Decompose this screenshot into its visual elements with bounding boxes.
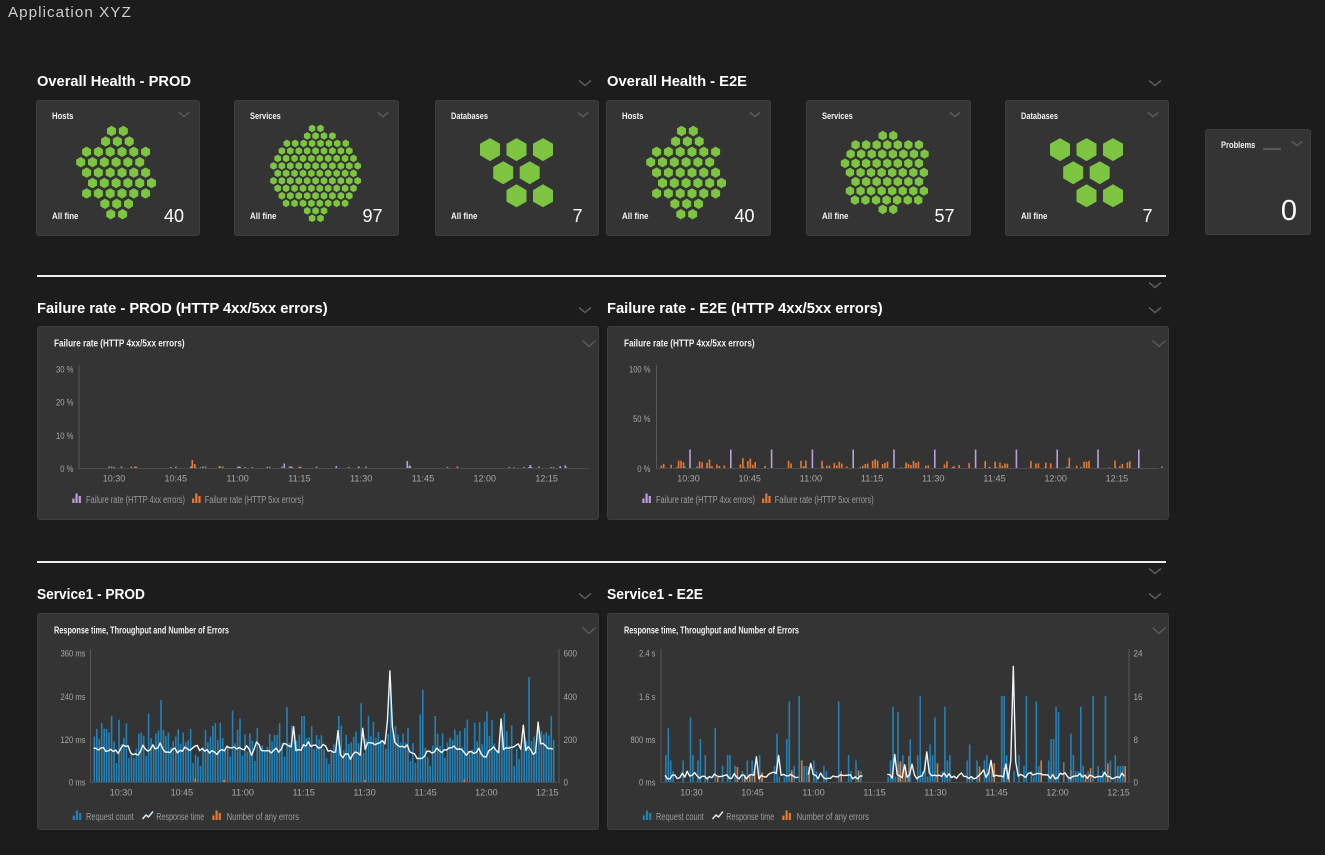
svg-text:10:30: 10:30 <box>677 474 700 485</box>
svg-text:Number of any errors: Number of any errors <box>796 812 868 823</box>
svg-text:0 %: 0 % <box>637 464 651 475</box>
svg-text:Response time: Response time <box>156 812 204 823</box>
svg-text:10:45: 10:45 <box>741 788 764 799</box>
svg-text:0 %: 0 % <box>60 464 74 475</box>
svg-text:360 ms: 360 ms <box>60 649 85 660</box>
svg-text:12:00: 12:00 <box>1044 474 1067 485</box>
svg-text:Request count: Request count <box>86 812 134 823</box>
svg-text:Response time, Throughput and: Response time, Throughput and Number of … <box>624 626 799 637</box>
svg-text:12:00: 12:00 <box>475 788 498 799</box>
svg-text:0: 0 <box>1133 778 1138 789</box>
svg-text:11:45: 11:45 <box>985 788 1008 799</box>
svg-text:Failure rate (HTTP 5xx errors): Failure rate (HTTP 5xx errors) <box>204 495 303 506</box>
svg-text:12:15: 12:15 <box>1107 788 1130 799</box>
svg-text:120 ms: 120 ms <box>60 735 85 746</box>
svg-text:11:15: 11:15 <box>288 474 311 485</box>
svg-text:Number of any errors: Number of any errors <box>226 812 298 823</box>
svg-text:240 ms: 240 ms <box>60 692 85 703</box>
svg-text:0 ms: 0 ms <box>69 778 86 789</box>
svg-text:11:45: 11:45 <box>983 474 1006 485</box>
svg-text:11:15: 11:15 <box>863 788 886 799</box>
svg-text:10:45: 10:45 <box>738 474 761 485</box>
svg-text:10:30: 10:30 <box>109 788 132 799</box>
svg-text:11:30: 11:30 <box>922 474 945 485</box>
svg-text:8: 8 <box>1133 735 1138 746</box>
svg-text:11:30: 11:30 <box>924 788 947 799</box>
svg-text:12:00: 12:00 <box>1046 788 1069 799</box>
svg-text:12:00: 12:00 <box>473 474 496 485</box>
svg-text:Response time: Response time <box>726 812 774 823</box>
svg-text:11:45: 11:45 <box>414 788 437 799</box>
svg-text:12:15: 12:15 <box>1105 474 1128 485</box>
svg-text:12:15: 12:15 <box>535 474 558 485</box>
svg-text:Failure rate (HTTP 4xx errors): Failure rate (HTTP 4xx errors) <box>656 495 755 506</box>
svg-text:10:45: 10:45 <box>164 474 187 485</box>
svg-text:400: 400 <box>563 692 577 703</box>
svg-text:100 %: 100 % <box>629 365 651 376</box>
svg-text:Failure rate (HTTP 4xx/5xx err: Failure rate (HTTP 4xx/5xx errors) <box>54 339 185 350</box>
svg-text:2.4 s: 2.4 s <box>639 649 656 660</box>
svg-text:600: 600 <box>563 649 577 660</box>
svg-text:11:00: 11:00 <box>802 788 825 799</box>
svg-text:11:15: 11:15 <box>292 788 315 799</box>
svg-text:Failure rate (HTTP 4xx/5xx err: Failure rate (HTTP 4xx/5xx errors) <box>624 339 755 350</box>
svg-text:11:15: 11:15 <box>860 474 883 485</box>
svg-text:11:00: 11:00 <box>226 474 249 485</box>
svg-text:30 %: 30 % <box>56 365 74 376</box>
svg-text:1.6 s: 1.6 s <box>639 692 656 703</box>
svg-text:20 %: 20 % <box>56 398 74 409</box>
svg-text:16: 16 <box>1133 692 1142 703</box>
svg-text:Failure rate (HTTP 5xx errors): Failure rate (HTTP 5xx errors) <box>774 495 873 506</box>
svg-text:800 ms: 800 ms <box>630 735 655 746</box>
svg-text:12:15: 12:15 <box>536 788 559 799</box>
svg-text:10 %: 10 % <box>56 431 74 442</box>
svg-text:11:00: 11:00 <box>231 788 254 799</box>
svg-text:11:30: 11:30 <box>353 788 376 799</box>
svg-text:10:45: 10:45 <box>170 788 193 799</box>
svg-text:200: 200 <box>563 735 577 746</box>
svg-text:Response time, Throughput and: Response time, Throughput and Number of … <box>54 626 229 637</box>
svg-text:0 ms: 0 ms <box>639 778 656 789</box>
svg-text:11:00: 11:00 <box>799 474 822 485</box>
svg-text:0: 0 <box>563 778 568 789</box>
svg-text:11:30: 11:30 <box>349 474 372 485</box>
svg-text:10:30: 10:30 <box>680 788 703 799</box>
svg-text:Request count: Request count <box>656 812 704 823</box>
svg-text:11:45: 11:45 <box>411 474 434 485</box>
svg-text:24: 24 <box>1133 649 1142 660</box>
svg-text:Failure rate (HTTP 4xx errors): Failure rate (HTTP 4xx errors) <box>86 495 185 506</box>
svg-text:10:30: 10:30 <box>102 474 125 485</box>
svg-text:50 %: 50 % <box>633 414 651 425</box>
